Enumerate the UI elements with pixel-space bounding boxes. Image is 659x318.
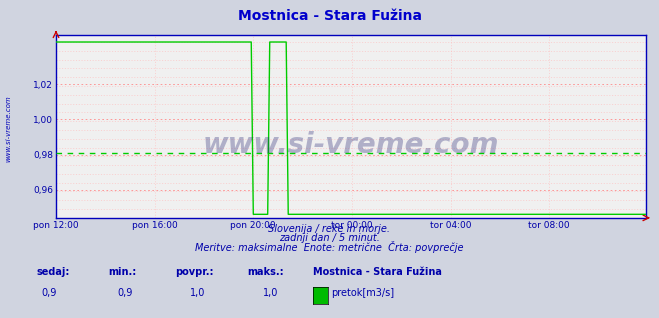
Text: 1,0: 1,0 [190,288,206,298]
Text: www.si-vreme.com: www.si-vreme.com [5,95,11,162]
Text: Meritve: maksimalne  Enote: metrične  Črta: povprečje: Meritve: maksimalne Enote: metrične Črta… [195,241,464,253]
Text: Slovenija / reke in morje.: Slovenija / reke in morje. [268,224,391,234]
Text: Mostnica - Stara Fužina: Mostnica - Stara Fužina [237,9,422,23]
Text: 0,9: 0,9 [117,288,133,298]
Text: 1,0: 1,0 [262,288,278,298]
Text: www.si-vreme.com: www.si-vreme.com [203,131,499,159]
Text: 0,9: 0,9 [42,288,57,298]
Text: maks.:: maks.: [247,267,284,277]
Text: min.:: min.: [109,267,137,277]
Text: sedaj:: sedaj: [36,267,70,277]
Text: povpr.:: povpr.: [175,267,213,277]
Text: Mostnica - Stara Fužina: Mostnica - Stara Fužina [313,267,442,277]
Text: pretok[m3/s]: pretok[m3/s] [331,288,395,298]
Text: zadnji dan / 5 minut.: zadnji dan / 5 minut. [279,233,380,243]
